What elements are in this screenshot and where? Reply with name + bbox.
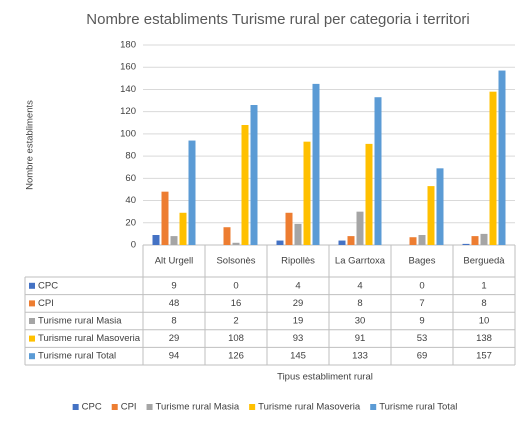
bar — [409, 237, 417, 245]
chart-title: Nombre establiments Turisme rural per ca… — [86, 11, 469, 28]
legend-label: CPI — [121, 402, 137, 413]
y-tick-label: 180 — [120, 40, 136, 51]
bar — [498, 70, 506, 245]
table-cell: 69 — [417, 351, 428, 362]
table-cell: 4 — [357, 280, 362, 291]
y-tick-label: 100 — [120, 128, 136, 139]
x-tick-label: Berguedà — [463, 256, 505, 267]
y-tick-label: 60 — [125, 173, 136, 184]
bar — [241, 125, 249, 245]
table-cell: 30 — [355, 316, 366, 327]
legend-key — [29, 282, 35, 289]
table-row-label: CPI — [38, 298, 54, 309]
bar — [356, 211, 364, 245]
legend-label: Turisme rural Total — [379, 402, 457, 413]
table-cell: 91 — [355, 333, 366, 344]
table-cell: 0 — [419, 280, 424, 291]
bar — [365, 143, 373, 245]
bar — [462, 243, 470, 245]
table-cell: 8 — [357, 298, 362, 309]
table-cell: 2 — [233, 316, 238, 327]
table-row-label: Turisme rural Total — [38, 351, 116, 362]
bar — [312, 83, 320, 245]
table-cell: 1 — [481, 280, 486, 291]
y-tick-label: 40 — [125, 195, 136, 206]
table-row-label: CPC — [38, 280, 58, 291]
legend-key — [29, 318, 35, 324]
table-cell: 145 — [290, 351, 306, 362]
bar — [179, 212, 187, 245]
legend-key — [370, 404, 377, 410]
table-cell: 53 — [417, 333, 428, 344]
x-axis-label: Tipus establiment rural — [277, 372, 373, 383]
bar — [188, 140, 196, 245]
table-cell: 0 — [233, 280, 238, 291]
bar — [232, 242, 240, 245]
legend-label: CPC — [82, 402, 102, 413]
y-tick-label: 0 — [131, 240, 136, 251]
bar — [436, 168, 444, 245]
table-cell: 9 — [171, 280, 176, 291]
y-axis-label: Nombre establiments — [25, 100, 36, 190]
x-tick-label: Solsonès — [216, 256, 255, 267]
y-tick-label: 120 — [120, 106, 136, 117]
table-cell: 48 — [169, 298, 180, 309]
bar — [250, 105, 258, 245]
bar — [374, 97, 382, 245]
bar — [303, 141, 311, 245]
table-cell: 10 — [479, 316, 490, 327]
bar — [152, 235, 160, 245]
x-tick-label: Ripollès — [281, 256, 315, 267]
y-tick-label: 80 — [125, 151, 136, 162]
legend-label: Turisme rural Masia — [156, 402, 240, 413]
table-cell: 29 — [169, 333, 180, 344]
table-cell: 16 — [231, 298, 242, 309]
table-cell: 157 — [476, 351, 492, 362]
table-cell: 7 — [419, 298, 424, 309]
bar — [285, 212, 293, 245]
legend-key — [111, 404, 118, 410]
table-cell: 133 — [352, 351, 368, 362]
table-cell: 94 — [169, 351, 180, 362]
table-row-label: Turisme rural Masia — [38, 316, 122, 327]
bar — [161, 191, 169, 245]
y-tick-label: 20 — [125, 217, 136, 228]
table-cell: 126 — [228, 351, 244, 362]
table-cell: 138 — [476, 333, 492, 344]
legend-key — [29, 353, 35, 360]
table-cell: 4 — [295, 280, 300, 291]
table-cell: 93 — [293, 333, 304, 344]
bar — [480, 233, 488, 245]
bar — [276, 240, 284, 245]
legend-key — [29, 335, 35, 342]
table-cell: 19 — [293, 316, 304, 327]
bar — [489, 91, 497, 246]
table-cell: 9 — [419, 316, 424, 327]
bar — [347, 236, 355, 245]
legend-key — [72, 404, 79, 410]
bar — [223, 227, 231, 245]
bar — [338, 240, 346, 245]
table-row-label: Turisme rural Masoveria — [38, 333, 141, 344]
table-cell: 29 — [293, 298, 304, 309]
legend-key — [249, 404, 256, 410]
bar — [418, 235, 426, 245]
y-tick-label: 140 — [120, 84, 136, 95]
x-tick-label: Bages — [409, 256, 436, 267]
legend-key — [146, 404, 153, 410]
legend-label: Turisme rural Masoveria — [258, 402, 361, 413]
x-tick-label: Alt Urgell — [155, 256, 194, 267]
table-cell: 8 — [481, 298, 486, 309]
bar — [427, 186, 435, 245]
bar — [471, 236, 479, 245]
legend-key — [29, 300, 35, 307]
bar — [170, 236, 178, 245]
table-cell: 8 — [171, 316, 176, 327]
table-cell: 108 — [228, 333, 244, 344]
x-tick-label: La Garrtoxa — [335, 256, 386, 267]
y-tick-label: 160 — [120, 62, 136, 73]
bar — [294, 223, 302, 245]
